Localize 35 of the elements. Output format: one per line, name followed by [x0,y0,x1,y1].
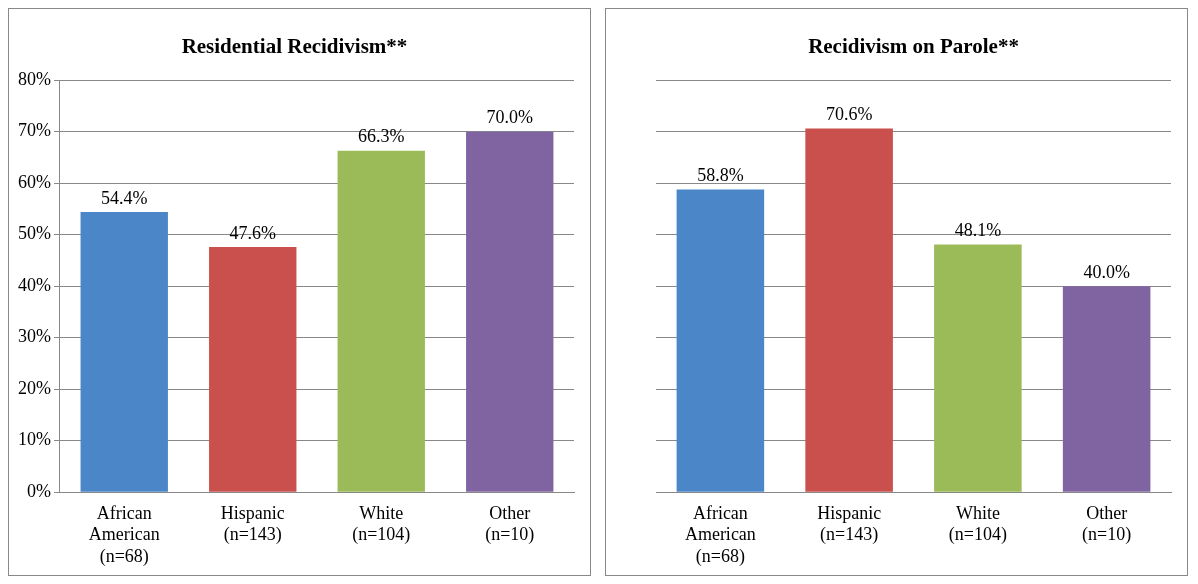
x-tick-label: African American (n=68) [684,502,756,567]
x-tick-label: White (n=104) [352,502,411,546]
data-label: 70.0% [486,107,533,128]
x-tick-label: African American (n=68) [88,502,160,567]
y-tick-label: 80% [17,68,51,89]
data-label: 66.3% [358,126,405,147]
bar [337,150,425,492]
data-label: 48.1% [954,220,1002,241]
y-tick-label: 70% [17,120,51,141]
y-tick-label: 10% [17,429,51,450]
data-label: 47.6% [229,222,276,243]
y-tick-label: 50% [17,223,51,244]
data-label: 40.0% [1083,261,1130,282]
bar [466,131,554,492]
bar [80,212,168,492]
bar [676,189,765,492]
x-tick-label: Other (n=10) [1082,502,1132,546]
x-tick-label: Other (n=10) [485,502,535,546]
data-label: 54.4% [100,187,148,208]
data-label: 70.6% [825,104,873,125]
y-tick-label: 0% [26,480,51,501]
y-tick-label: 60% [17,171,51,192]
x-tick-label: Hispanic (n=143) [817,502,882,546]
chart-title: Recidivism on Parole** [808,34,1019,59]
bar [805,128,893,492]
x-tick-label: Hispanic (n=143) [220,502,285,546]
y-tick-label: 20% [17,377,51,398]
chart-title: Residential Recidivism** [181,34,408,59]
bar [209,247,297,492]
y-tick-label: 40% [17,274,51,295]
bar [934,244,1022,492]
y-tick-label: 30% [17,326,51,347]
bar [1062,286,1151,492]
data-label: 58.8% [697,165,744,186]
x-tick-label: White (n=104) [948,502,1007,546]
